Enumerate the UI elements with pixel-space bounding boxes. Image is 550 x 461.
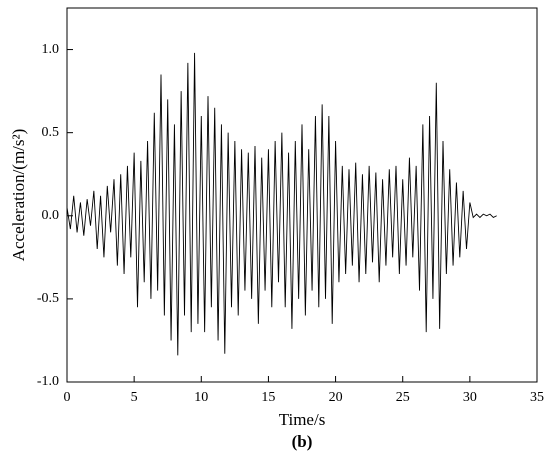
x-tick-label: 20	[329, 390, 343, 405]
y-axis-label: Acceleration/(m/s²)	[9, 129, 28, 262]
x-tick-label: 5	[131, 390, 138, 405]
y-tick-label: -1.0	[37, 374, 59, 389]
x-tick-label: 25	[396, 390, 410, 405]
x-tick-label: 15	[261, 390, 275, 405]
y-tick-label: 0.0	[42, 208, 60, 223]
y-tick-label: 0.5	[42, 125, 60, 140]
x-tick-label: 35	[530, 390, 544, 405]
x-tick-label: 30	[463, 390, 477, 405]
x-tick-label: 0	[64, 390, 71, 405]
signal-line	[66, 52, 497, 356]
y-tick-label: -0.5	[37, 291, 59, 306]
x-tick-label: 10	[194, 390, 208, 405]
y-tick-label: 1.0	[42, 42, 60, 57]
x-axis-label: Time/s	[279, 410, 326, 429]
plot-frame	[66, 7, 538, 383]
caption: (b)	[292, 432, 313, 451]
